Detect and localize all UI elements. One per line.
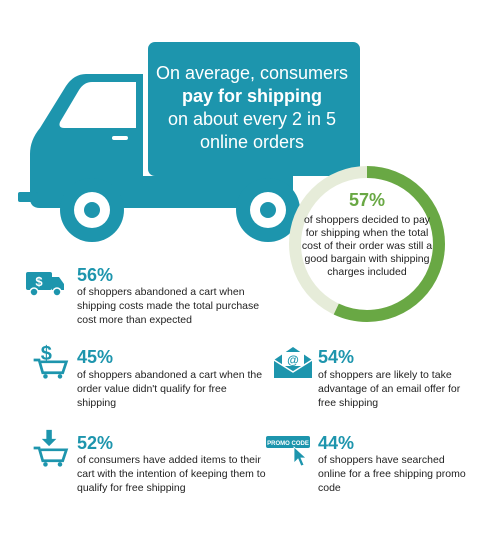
headline-line-1: On average, consumers: [155, 63, 349, 83]
headline-line-2: pay for shipping: [181, 86, 322, 106]
promo-code-icon: PROMO CODE: [266, 436, 310, 467]
stat-3-percent: 54%: [318, 347, 355, 367]
stat-1-description: of shoppers abandoned a cart when shippi…: [77, 286, 260, 326]
stat-5-percent: 44%: [318, 433, 355, 453]
stat-2-description: of shoppers abandoned a cart when the or…: [77, 369, 263, 409]
headline-line-3: on about every 2 in 5: [167, 109, 337, 129]
envelope-at-icon: @: [273, 347, 313, 378]
svg-text:$: $: [35, 274, 43, 289]
svg-text:@: @: [287, 353, 299, 367]
cart-arrow-icon: [33, 429, 69, 467]
delivery-truck-illustration: [18, 42, 360, 242]
headline-line-4: online orders: [199, 132, 305, 152]
svg-text:$: $: [41, 343, 52, 365]
truck-headline: On average, consumers pay for shipping o…: [148, 62, 356, 154]
stat-4-description: of consumers have added items to their c…: [77, 454, 266, 494]
donut-description: of shoppers decided to pay for shipping …: [301, 214, 433, 278]
donut-chart: 57% of shoppers decided to pay for shipp…: [283, 160, 451, 328]
donut-percent: 57%: [348, 190, 386, 210]
stat-5-description: of shoppers have searched online for a f…: [318, 454, 466, 494]
donut-ring: [289, 166, 445, 322]
stat-1-percent: 56%: [77, 265, 114, 285]
donut-arc: [289, 166, 445, 322]
stat-4-percent: 52%: [77, 433, 114, 453]
stat-2-percent: 45%: [77, 347, 114, 367]
stat-3-description: of shoppers are likely to take advantage…: [318, 369, 461, 409]
truck-dollar-icon: $: [26, 272, 64, 297]
svg-text:PROMO CODE: PROMO CODE: [267, 441, 309, 447]
cart-dollar-icon: $: [33, 343, 69, 379]
